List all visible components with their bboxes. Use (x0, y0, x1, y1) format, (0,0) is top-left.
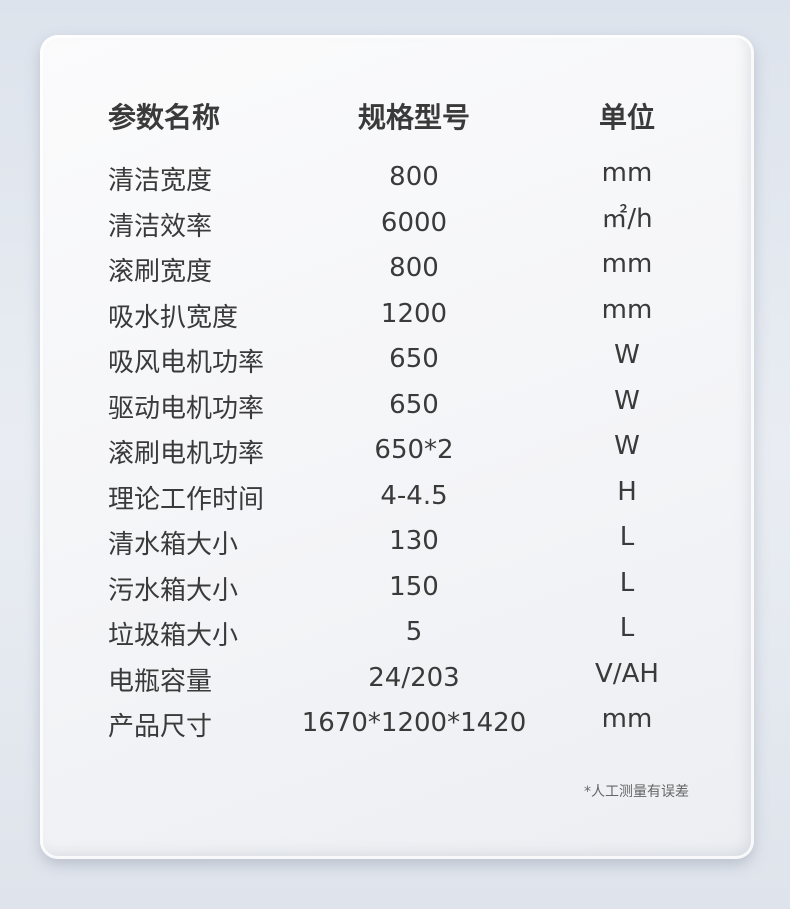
spec-value: 650 (389, 344, 439, 374)
param-name: 清洁宽度 (108, 166, 213, 196)
spec-value: 5 (405, 617, 423, 647)
param-name: 清水箱大小 (108, 530, 239, 560)
spec-value: 150 (389, 571, 439, 602)
param-name: 滚刷电机功率 (108, 439, 265, 469)
unit: mm (601, 294, 653, 325)
spec-value: 1670*1200*1420 (301, 708, 527, 738)
spec-value: 4-4.5 (380, 480, 448, 511)
unit: mm (601, 704, 653, 734)
header-cell: 规格型号 (357, 101, 471, 134)
unit: mm (601, 158, 653, 188)
param-name: 吸水扒宽度 (108, 302, 239, 333)
param-name: 清洁效率 (108, 211, 213, 242)
footnote: *人工测量有误差 (584, 784, 689, 800)
param-name: 驱动电机功率 (108, 393, 265, 424)
spec-value: 6000 (380, 207, 448, 238)
spec-value: 800 (389, 253, 439, 283)
param-name: 理论工作时间 (108, 484, 265, 515)
param-name: 污水箱大小 (108, 575, 239, 606)
param-name: 垃圾箱大小 (108, 621, 239, 651)
unit: L (619, 613, 635, 643)
spec-value: 24/203 (368, 662, 460, 693)
spec-value: 1200 (380, 298, 448, 329)
spec-card (40, 35, 754, 859)
unit: L (619, 567, 635, 598)
param-name: 吸风电机功率 (108, 348, 265, 378)
spec-value: 800 (389, 162, 439, 192)
unit: W (614, 340, 640, 370)
unit: W (614, 385, 640, 416)
unit: V/AH (595, 658, 659, 689)
param-name: 产品尺寸 (108, 712, 213, 742)
unit: ㎡/h (601, 203, 653, 234)
param-name: 滚刷宽度 (108, 257, 213, 287)
unit: L (619, 522, 635, 552)
param-name: 电瓶容量 (108, 666, 213, 697)
spec-value: 650*2 (374, 435, 454, 465)
unit: mm (601, 249, 653, 279)
header-cell: 单位 (598, 101, 656, 134)
header-cell: 参数名称 (108, 101, 221, 134)
spec-value: 650 (389, 389, 439, 420)
unit: H (617, 476, 637, 507)
spec-value: 130 (389, 526, 439, 556)
unit: W (614, 431, 640, 461)
